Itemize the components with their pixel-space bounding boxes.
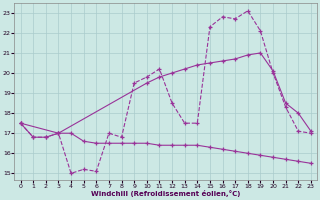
X-axis label: Windchill (Refroidissement éolien,°C): Windchill (Refroidissement éolien,°C) [91,190,240,197]
